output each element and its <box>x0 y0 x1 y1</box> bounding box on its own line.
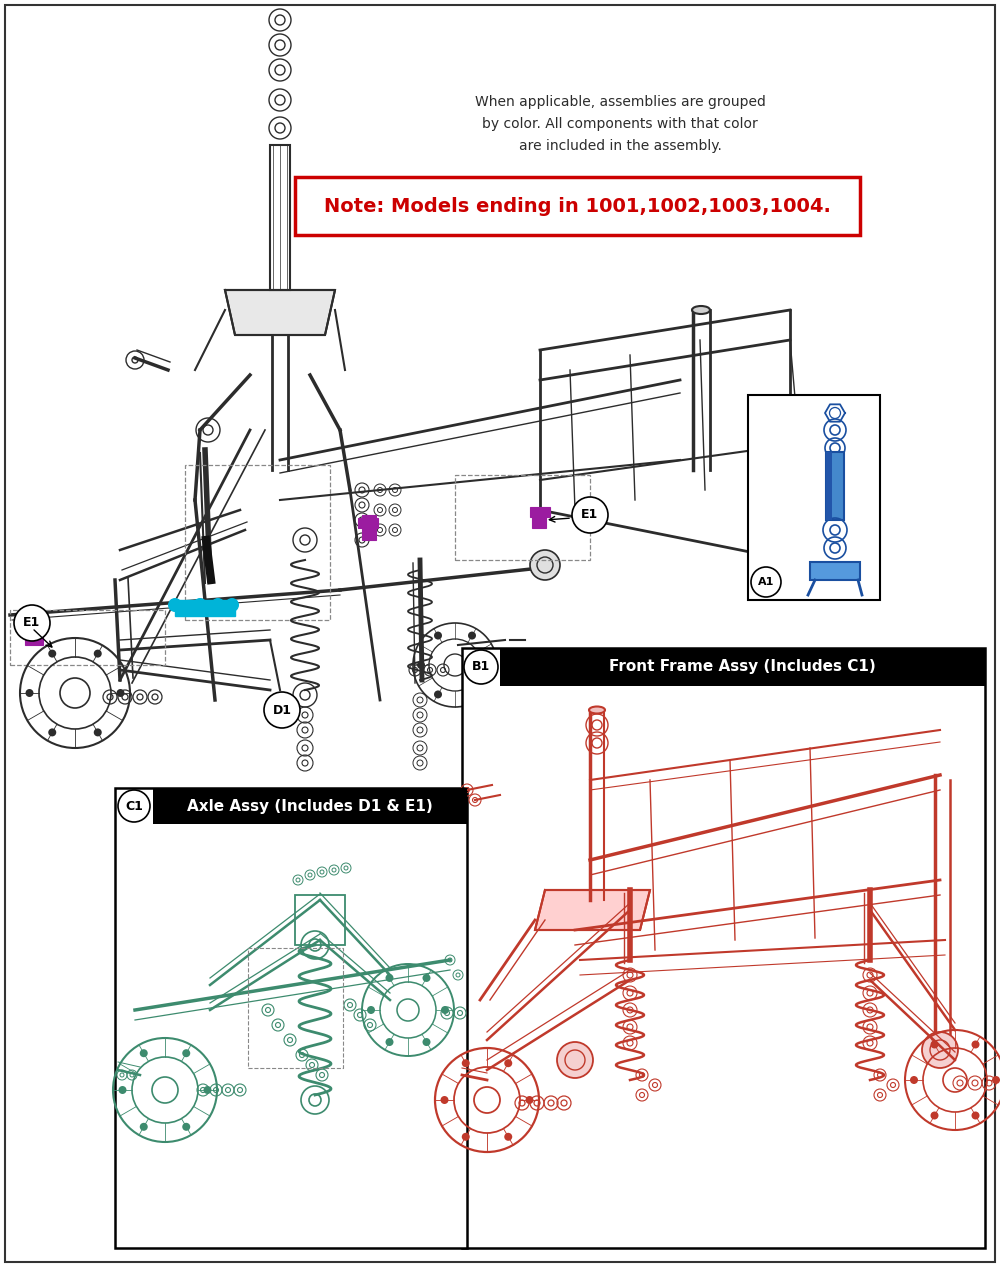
Circle shape <box>972 1111 980 1120</box>
Circle shape <box>485 661 493 669</box>
Bar <box>115 788 467 1248</box>
Circle shape <box>264 692 300 729</box>
Circle shape <box>94 650 102 658</box>
Circle shape <box>464 650 498 684</box>
Circle shape <box>922 1033 958 1068</box>
Bar <box>153 788 467 824</box>
Text: Axle Assy (Includes D1 & E1): Axle Assy (Includes D1 & E1) <box>187 798 433 813</box>
Bar <box>462 647 985 1248</box>
Text: C1: C1 <box>125 799 143 812</box>
Circle shape <box>422 974 430 982</box>
Bar <box>362 514 376 540</box>
Circle shape <box>530 550 560 580</box>
Text: D1: D1 <box>272 703 292 717</box>
Circle shape <box>417 661 425 669</box>
Circle shape <box>119 1086 126 1093</box>
Circle shape <box>504 1133 512 1140</box>
Circle shape <box>225 598 239 612</box>
Text: E1: E1 <box>581 508 599 522</box>
Text: Note: Models ending in 1001,1002,1003,1004.: Note: Models ending in 1001,1002,1003,10… <box>324 196 831 215</box>
Circle shape <box>211 598 225 612</box>
Circle shape <box>434 631 442 640</box>
Bar <box>500 647 985 685</box>
Circle shape <box>972 1040 980 1049</box>
Bar <box>455 475 590 560</box>
Circle shape <box>930 1040 938 1049</box>
Text: A1: A1 <box>758 576 774 587</box>
Circle shape <box>462 1133 470 1140</box>
Text: by color. All components with that color: by color. All components with that color <box>482 117 758 131</box>
Circle shape <box>94 729 102 736</box>
Circle shape <box>168 598 182 612</box>
Text: E1: E1 <box>23 617 41 630</box>
Circle shape <box>386 1038 394 1047</box>
Circle shape <box>26 689 34 697</box>
Bar <box>826 452 832 519</box>
Circle shape <box>572 497 608 533</box>
Circle shape <box>557 1041 593 1078</box>
Circle shape <box>193 598 207 612</box>
Bar <box>25 620 43 645</box>
Circle shape <box>468 691 476 698</box>
Bar <box>175 601 235 616</box>
Circle shape <box>182 1123 190 1131</box>
Circle shape <box>48 650 56 658</box>
Circle shape <box>468 631 476 640</box>
Circle shape <box>504 1059 512 1067</box>
Circle shape <box>992 1076 1000 1085</box>
Circle shape <box>440 1096 448 1104</box>
Circle shape <box>116 689 124 697</box>
Circle shape <box>14 606 50 641</box>
Bar <box>295 177 860 234</box>
Circle shape <box>930 1111 938 1120</box>
Circle shape <box>204 1086 212 1093</box>
Polygon shape <box>225 290 335 334</box>
Circle shape <box>140 1123 148 1131</box>
Bar <box>248 948 343 1068</box>
Circle shape <box>526 1096 534 1104</box>
Bar <box>270 144 290 290</box>
Circle shape <box>182 1049 190 1057</box>
Bar <box>185 465 330 620</box>
Bar <box>532 508 546 528</box>
Text: Front Frame Assy (Includes C1): Front Frame Assy (Includes C1) <box>609 660 876 674</box>
Circle shape <box>367 1006 375 1014</box>
Circle shape <box>118 791 150 822</box>
Circle shape <box>780 550 810 580</box>
Bar <box>358 518 378 528</box>
Circle shape <box>434 691 442 698</box>
Circle shape <box>462 1059 470 1067</box>
Bar <box>810 563 860 580</box>
Bar <box>748 395 880 601</box>
Ellipse shape <box>589 707 605 713</box>
Circle shape <box>441 1006 449 1014</box>
Polygon shape <box>535 889 650 930</box>
Text: are included in the assembly.: are included in the assembly. <box>519 139 721 153</box>
Circle shape <box>48 729 56 736</box>
Ellipse shape <box>692 307 710 314</box>
Bar <box>10 609 165 665</box>
Circle shape <box>751 568 781 597</box>
Circle shape <box>386 974 394 982</box>
Circle shape <box>140 1049 148 1057</box>
Bar <box>826 452 844 519</box>
Circle shape <box>422 1038 430 1047</box>
Bar <box>530 507 550 517</box>
Circle shape <box>910 1076 918 1085</box>
Text: When applicable, assemblies are grouped: When applicable, assemblies are grouped <box>475 95 765 109</box>
Text: B1: B1 <box>472 660 490 674</box>
